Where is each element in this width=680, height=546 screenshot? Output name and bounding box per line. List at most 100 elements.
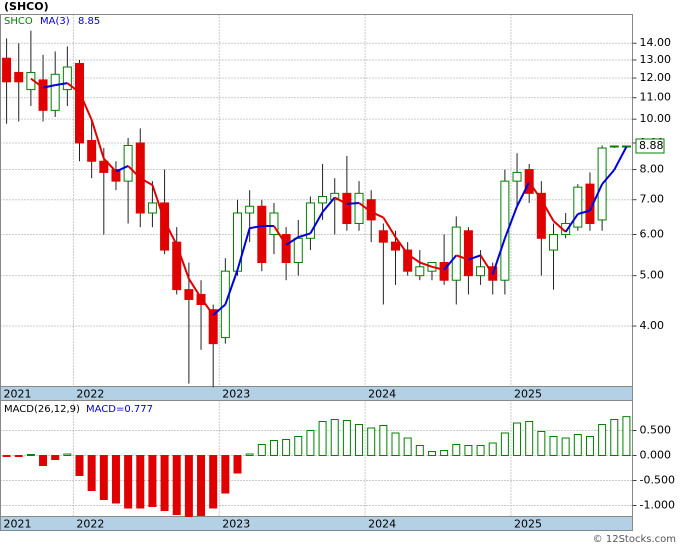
ma-segment [66, 82, 81, 93]
macd-bar [75, 455, 84, 476]
macd-bar [26, 454, 35, 456]
candle-body [609, 145, 619, 148]
ma-segment [613, 146, 628, 171]
macd-bar [148, 455, 157, 507]
macd-bar [63, 453, 72, 456]
candle-body [14, 71, 24, 83]
macd-bar [111, 455, 120, 504]
candle-body [451, 226, 461, 281]
ma-segment [30, 77, 44, 89]
x-tick-label: 2024 [368, 388, 396, 401]
macd-bar [2, 455, 11, 457]
macd-bar [233, 455, 242, 474]
ma-segment [601, 169, 616, 185]
candle-body [172, 241, 182, 291]
ma-segment [479, 254, 494, 275]
ma-segment [407, 253, 421, 264]
macd-bar [124, 455, 133, 509]
candle-body [269, 212, 279, 235]
ma-segment [42, 84, 56, 89]
x-tick-label: 2025 [514, 388, 542, 401]
ma-segment [503, 205, 518, 239]
macd-bar [14, 455, 23, 457]
y-tick-label: 10.00 [640, 112, 672, 125]
macd-bar [585, 436, 594, 456]
legend-ma-value: 8.85 [78, 16, 100, 27]
ma-segment [200, 297, 215, 316]
macd-bar [282, 439, 291, 456]
ma-segment [115, 165, 129, 173]
ma-segment [103, 157, 117, 173]
macd-bar [87, 455, 96, 491]
candle-body [111, 169, 121, 182]
macd-bar [269, 440, 278, 456]
chart-title: (SHCO) [4, 0, 49, 13]
candle-body [476, 266, 486, 277]
macd-bar [464, 445, 473, 456]
macd-bar [245, 453, 254, 456]
candle-body [391, 241, 400, 251]
ma-segment [455, 254, 469, 261]
macd-bar [513, 422, 522, 456]
candle-body [354, 192, 364, 224]
x-tick-label: 2021 [4, 518, 32, 531]
candle-body [50, 73, 60, 111]
ma-segment [516, 181, 531, 207]
macd-value-label: MACD=0.777 [86, 404, 153, 415]
candle-body [62, 66, 72, 91]
ma-segment [321, 196, 336, 213]
candle-body [160, 202, 170, 251]
ma-segment [370, 211, 384, 219]
y-tick-label: 4.00 [640, 319, 665, 332]
ma-segment [589, 183, 604, 212]
macd-bar [172, 455, 181, 515]
macd-bar [537, 431, 546, 456]
macd-bar [197, 455, 206, 516]
macd-bar [622, 416, 631, 456]
ma-segment [127, 165, 141, 179]
macd-bar [160, 455, 169, 511]
legend-symbol: SHCO [4, 16, 33, 27]
candle-body [439, 262, 449, 281]
ma-segment [78, 91, 93, 121]
macd-bar [379, 425, 388, 456]
candle-body [500, 180, 510, 281]
candle-body [87, 139, 97, 162]
y-tick-label: 0.500 [640, 424, 672, 437]
macd-bar [342, 420, 351, 456]
candle-body [536, 192, 546, 239]
ma-segment [163, 220, 178, 246]
macd-bar [318, 421, 327, 456]
ma-segment [431, 265, 445, 271]
candle-body [293, 237, 303, 264]
candle-body [281, 233, 291, 264]
x-tick-label: 2025 [514, 518, 542, 531]
ma-segment [90, 119, 105, 159]
y-tick-label: -0.500 [640, 474, 675, 487]
y-tick-label: 6.00 [640, 227, 665, 240]
legend-ma: MA(3) [40, 16, 70, 27]
candle-body [2, 57, 12, 83]
ma-segment [346, 201, 360, 205]
ma-segment [577, 209, 591, 215]
y-tick-label: 13.00 [640, 53, 672, 66]
candle-body [415, 266, 425, 277]
ma-segment [468, 254, 481, 261]
macd-bar [136, 455, 145, 509]
macd-bar [257, 444, 266, 456]
candle-body [75, 62, 84, 144]
macd-bar [99, 455, 108, 500]
x-tick-label: 2022 [76, 388, 104, 401]
candle-body [378, 230, 388, 243]
candle-body [123, 144, 133, 182]
ma-segment [175, 244, 190, 280]
x-tick-label: 2023 [222, 518, 250, 531]
macd-bar [391, 432, 400, 456]
ma-segment [236, 227, 251, 271]
y-tick-label: 8.00 [640, 163, 665, 176]
watermark: © 12Stocks.com [593, 534, 676, 545]
macd-bar [440, 450, 449, 456]
ma-segment [382, 216, 397, 238]
candle-body [318, 195, 328, 204]
